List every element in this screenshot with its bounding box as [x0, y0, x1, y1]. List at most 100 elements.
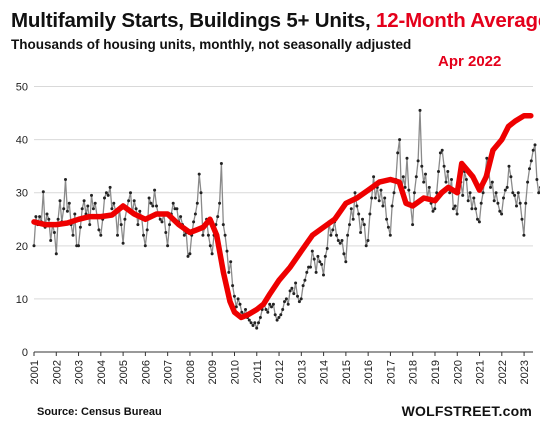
monthly-data-point: [199, 191, 203, 195]
monthly-data-point: [201, 233, 205, 237]
chart-title-main: Multifamily Starts, Buildings 5+ Units,: [11, 9, 377, 32]
monthly-data-point: [71, 233, 75, 237]
monthly-data-point: [258, 316, 262, 319]
monthly-data-point: [127, 199, 131, 203]
monthly-data-point: [232, 294, 236, 298]
monthly-data-point: [433, 207, 437, 211]
monthly-data-point: [507, 164, 511, 168]
monthly-data-point: [431, 209, 435, 213]
x-tick-label: 2017: [385, 360, 397, 384]
x-tick-label: 2023: [519, 360, 531, 384]
monthly-data-point: [444, 180, 448, 184]
monthly-data-point: [275, 318, 279, 322]
monthly-data-point: [316, 254, 320, 258]
monthly-data-point: [147, 196, 151, 200]
monthly-data-point: [123, 217, 127, 221]
monthly-data-point: [481, 191, 485, 195]
monthly-data-point: [309, 265, 312, 269]
monthly-data-point: [392, 191, 396, 195]
monthly-data-point: [372, 175, 376, 179]
monthly-data-point: [284, 297, 288, 301]
y-tick-label: 20: [16, 241, 28, 253]
monthly-data-point: [193, 212, 197, 216]
monthly-data-point: [227, 270, 231, 274]
x-tick-label: 2004: [96, 360, 108, 384]
x-tick-label: 2014: [319, 360, 331, 384]
monthly-data-point: [255, 326, 259, 330]
monthly-data-point: [195, 201, 199, 205]
monthly-data-point: [450, 178, 453, 181]
monthly-data-point: [253, 321, 257, 325]
monthly-data-point: [338, 241, 342, 245]
monthly-data-point: [403, 185, 407, 189]
monthly-data-point: [143, 244, 147, 248]
monthly-data-point: [277, 316, 281, 319]
monthly-data-point: [32, 244, 36, 248]
monthly-data-point: [474, 207, 478, 211]
monthly-data-point: [396, 151, 400, 155]
monthly-data-point: [64, 178, 67, 181]
monthly-data-point: [325, 247, 329, 250]
monthly-data-point: [451, 207, 455, 211]
monthly-data-point: [346, 233, 350, 237]
monthly-data-point: [216, 215, 220, 219]
monthly-data-point: [485, 156, 489, 160]
monthly-data-point: [340, 239, 344, 242]
monthly-data-point: [273, 313, 277, 317]
monthly-data-point: [438, 151, 442, 155]
monthly-data-point: [323, 254, 327, 258]
monthly-data-point: [153, 188, 157, 192]
monthly-data-point: [381, 204, 385, 208]
monthly-data-point: [411, 223, 415, 227]
monthly-data-point: [498, 209, 502, 213]
monthly-data-point: [136, 223, 140, 227]
chart-subtitle: Thousands of housing units, monthly, not…: [11, 37, 412, 52]
monthly-data-point: [453, 204, 457, 208]
monthly-data-point: [82, 199, 86, 203]
x-tick-label: 2020: [452, 360, 464, 384]
monthly-data-point: [373, 196, 377, 200]
monthly-data-point: [93, 201, 97, 205]
monthly-data-point: [418, 108, 422, 112]
monthly-data-point: [90, 193, 93, 197]
monthly-data-point: [448, 191, 452, 195]
monthly-data-point: [238, 302, 242, 306]
monthly-data-point: [446, 170, 450, 173]
monthly-data-point: [351, 217, 355, 221]
monthly-data-point: [442, 164, 446, 168]
monthly-data-point: [290, 286, 294, 290]
monthly-data-point: [364, 244, 368, 248]
monthly-data-point: [440, 148, 444, 152]
monthly-data-point: [368, 212, 372, 216]
monthly-data-point: [62, 207, 66, 211]
monthly-data-point: [522, 233, 526, 237]
monthly-data-point: [244, 308, 247, 311]
x-tick-label: 2018: [408, 360, 420, 384]
monthly-data-point: [518, 201, 522, 205]
x-tick-label: 2005: [118, 360, 130, 384]
x-tick-label: 2007: [163, 360, 175, 384]
monthly-data-point: [412, 191, 416, 195]
monthly-data-point: [529, 159, 533, 163]
monthly-data-point: [494, 191, 498, 195]
y-tick-label: 30: [16, 188, 28, 200]
monthly-data-point: [503, 188, 507, 192]
x-tick-label: 2012: [274, 360, 286, 384]
monthly-data-point: [427, 185, 431, 189]
monthly-data-point: [49, 239, 53, 242]
monthly-data-point: [73, 212, 77, 216]
monthly-data-point: [119, 223, 123, 227]
monthly-data-point: [236, 297, 240, 301]
monthly-data-point: [531, 148, 535, 152]
monthly-data-point: [38, 215, 42, 219]
monthly-data-point: [398, 138, 402, 142]
monthly-data-point: [171, 201, 175, 205]
monthly-data-point: [188, 252, 192, 256]
monthly-data-point: [357, 212, 361, 216]
monthly-data-point: [91, 207, 95, 211]
monthly-data-point: [388, 233, 392, 237]
x-tick-label: 2021: [475, 360, 487, 384]
chart-title: Multifamily Starts, Buildings 5+ Units, …: [11, 9, 540, 33]
monthly-data-point: [257, 321, 260, 325]
monthly-data-point: [461, 193, 465, 197]
